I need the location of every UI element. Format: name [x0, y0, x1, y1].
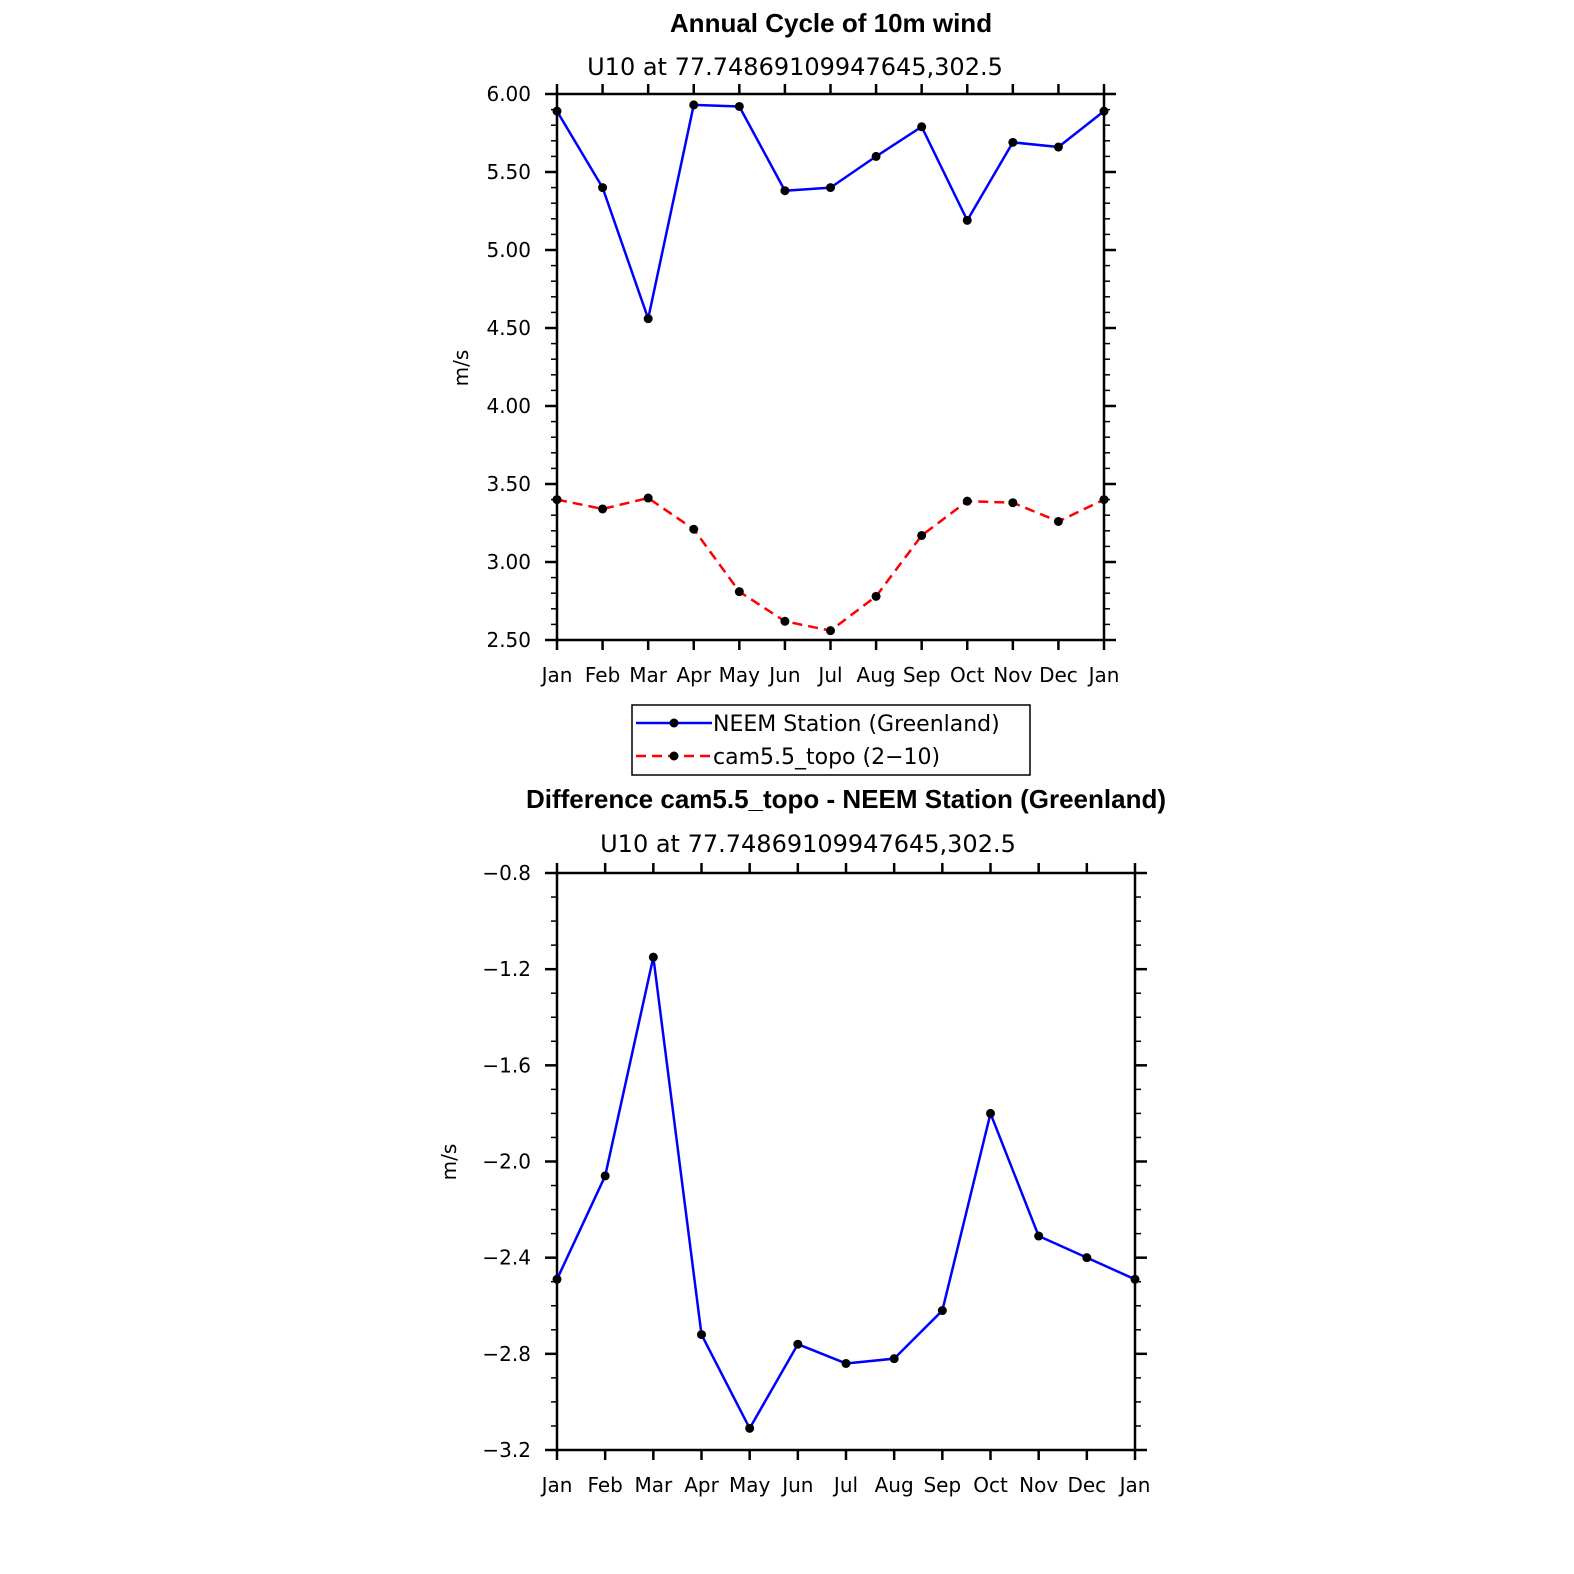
- data-point: [598, 504, 608, 514]
- data-point: [826, 183, 835, 193]
- legend-entry-neem: NEEM Station (Greenland): [713, 712, 1000, 737]
- legend-marker-neem: [669, 718, 679, 728]
- data-point: [552, 495, 562, 505]
- data-point: [962, 496, 972, 506]
- x-tick-label: Feb: [585, 663, 620, 687]
- data-point: [600, 1171, 610, 1181]
- data-point: [1008, 498, 1018, 508]
- data-point: [1034, 1231, 1044, 1241]
- data-point: [689, 100, 699, 110]
- series-line: [556, 496, 1105, 632]
- data-point: [962, 215, 972, 225]
- data-point: [643, 493, 653, 503]
- data-point: [841, 1358, 851, 1368]
- x-tick-label: Nov: [1019, 1473, 1058, 1497]
- data-point: [917, 122, 927, 132]
- x-tick-label: Dec: [1067, 1473, 1106, 1497]
- data-point: [1053, 516, 1063, 526]
- y-tick-label: 2.50: [486, 628, 531, 652]
- data-point: [598, 183, 608, 193]
- data-point: [986, 1108, 995, 1118]
- x-tick-label: Mar: [629, 663, 668, 687]
- data-point: [1008, 137, 1018, 147]
- y-tick-label: −2.8: [482, 1342, 531, 1366]
- data-point: [734, 101, 744, 111]
- x-tick-label: Jun: [767, 663, 800, 687]
- x-tick-label: May: [719, 663, 761, 687]
- data-point: [793, 1339, 803, 1349]
- y-tick-label: 5.00: [486, 238, 531, 262]
- x-tick-label: Sep: [903, 663, 941, 687]
- y-tick-label: −1.2: [482, 957, 531, 981]
- data-point: [871, 151, 881, 161]
- data-point: [1130, 1274, 1140, 1284]
- x-tick-label: Apr: [684, 1473, 719, 1497]
- data-point: [643, 314, 653, 324]
- data-point: [917, 530, 927, 540]
- x-tick-label: Jan: [1087, 663, 1120, 687]
- data-point: [552, 1274, 562, 1284]
- x-tick-label: Oct: [950, 663, 985, 687]
- difference-chart: Difference cam5.5_topo - NEEM Station (G…: [437, 784, 1166, 1497]
- x-tick-label: Jun: [780, 1473, 813, 1497]
- data-point: [1099, 495, 1109, 505]
- data-point: [734, 587, 744, 597]
- data-point: [648, 952, 658, 962]
- data-point: [826, 626, 835, 636]
- chart-title: Difference cam5.5_topo - NEEM Station (G…: [526, 784, 1166, 814]
- x-tick-label: Jan: [1118, 1473, 1151, 1497]
- data-point: [780, 186, 790, 196]
- data-point: [871, 591, 881, 601]
- x-tick-label: Nov: [993, 663, 1032, 687]
- y-tick-label: −2.0: [482, 1150, 531, 1174]
- x-tick-label: Apr: [676, 663, 711, 687]
- x-tick-label: Feb: [587, 1473, 622, 1497]
- data-point: [1099, 106, 1109, 116]
- x-tick-label: Aug: [857, 663, 896, 687]
- x-tick-label: May: [729, 1473, 771, 1497]
- y-tick-label: 4.50: [486, 316, 531, 340]
- data-point: [1082, 1253, 1092, 1263]
- chart-title: Annual Cycle of 10m wind: [670, 8, 992, 38]
- y-tick-label: 3.00: [486, 550, 531, 574]
- x-tick-label: Sep: [923, 1473, 961, 1497]
- chart-subtitle: U10 at 77.74869109947645,302.5: [587, 53, 1003, 81]
- y-tick-label: 5.50: [486, 160, 531, 184]
- x-tick-label: Dec: [1039, 663, 1078, 687]
- chart-subtitle: U10 at 77.74869109947645,302.5: [600, 830, 1016, 858]
- legend-marker-cam: [669, 751, 679, 761]
- x-tick-label: Jan: [540, 663, 573, 687]
- x-tick-label: Jul: [832, 1473, 858, 1497]
- x-tick-label: Jan: [540, 1473, 573, 1497]
- series-line: [555, 103, 1105, 320]
- y-tick-label: −3.2: [482, 1438, 531, 1462]
- data-point: [937, 1306, 947, 1316]
- legend: NEEM Station (Greenland) cam5.5_topo (2−…: [631, 704, 1031, 776]
- data-point: [889, 1354, 899, 1364]
- data-point: [780, 616, 790, 626]
- y-tick-label: 4.00: [486, 394, 531, 418]
- data-point: [1053, 142, 1063, 152]
- y-tick-label: 3.50: [486, 472, 531, 496]
- x-tick-label: Mar: [634, 1473, 673, 1497]
- data-point: [552, 106, 562, 116]
- plot-frame: [555, 92, 1106, 642]
- y-tick-label: −1.6: [482, 1053, 531, 1077]
- y-tick-label: 6.00: [486, 82, 531, 106]
- data-point: [745, 1423, 755, 1433]
- data-point: [697, 1330, 706, 1340]
- legend-box: [631, 704, 1031, 776]
- legend-entry-cam: cam5.5_topo (2−10): [713, 745, 940, 770]
- y-tick-label: −2.4: [482, 1246, 531, 1270]
- data-point: [689, 524, 699, 534]
- y-axis-label: m/s: [449, 350, 473, 387]
- series-line: [555, 955, 1136, 1430]
- annual-cycle-chart: Annual Cycle of 10m wind U10 at 77.74869…: [449, 8, 1119, 687]
- y-tick-label: −0.8: [482, 861, 531, 885]
- y-axis-label: m/s: [437, 1144, 461, 1181]
- x-tick-label: Aug: [875, 1473, 914, 1497]
- x-tick-label: Oct: [973, 1473, 1008, 1497]
- x-tick-label: Jul: [816, 663, 842, 687]
